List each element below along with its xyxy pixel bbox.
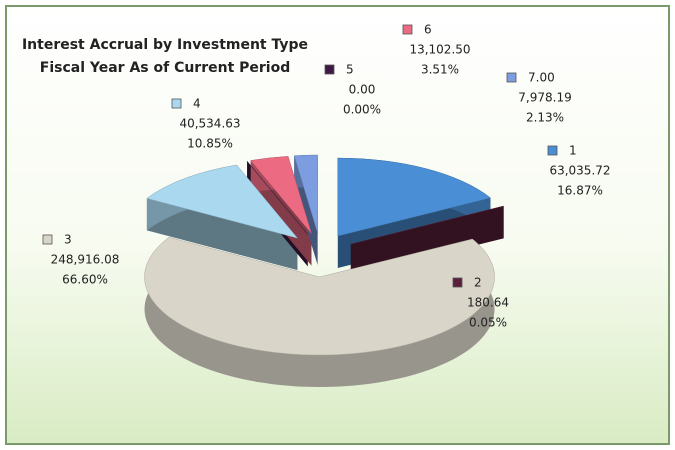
value-label: 40,534.63 [179,117,240,131]
value-label: 180.64 [467,296,509,310]
slice [144,236,495,356]
slice-wall [146,164,298,271]
percent-label: 66.60% [62,273,108,287]
slice [350,205,505,245]
percent-label: 0.05% [469,316,507,330]
category-label: 1 [569,144,577,158]
percent-label: 10.85% [187,137,233,151]
value-label: 248,916.08 [51,253,120,267]
value-label: 0.00 [349,83,376,97]
slice-wall [350,206,504,277]
chart-title: Interest Accrual by Investment Type [22,37,308,53]
legend-marker [452,277,463,288]
slice [146,164,299,239]
value-label: 13,102.50 [409,43,470,57]
percent-label: 3.51% [421,63,459,77]
legend-marker [547,145,558,156]
category-label: 6 [424,23,432,37]
slice [293,154,318,234]
legend-marker [402,24,413,35]
slice [250,156,312,234]
percent-label: 2.13% [526,111,564,125]
value-label: 7,978.19 [518,91,571,105]
legend-marker [171,98,182,109]
category-label: 3 [64,233,72,247]
slice-side [144,237,495,387]
category-label: 5 [346,63,354,77]
legend-marker [506,72,517,83]
category-label: 2 [474,276,482,290]
slice [337,157,491,237]
value-label: 63,035.72 [549,164,610,178]
percent-label: 0.00% [343,103,381,117]
chart-subtitle: Fiscal Year As of Current Period [40,60,291,76]
category-label: 4 [193,97,201,111]
legend-marker [42,234,53,245]
legend-marker [324,64,335,75]
category-label: 7.00 [528,71,555,85]
percent-label: 16.87% [557,184,603,198]
